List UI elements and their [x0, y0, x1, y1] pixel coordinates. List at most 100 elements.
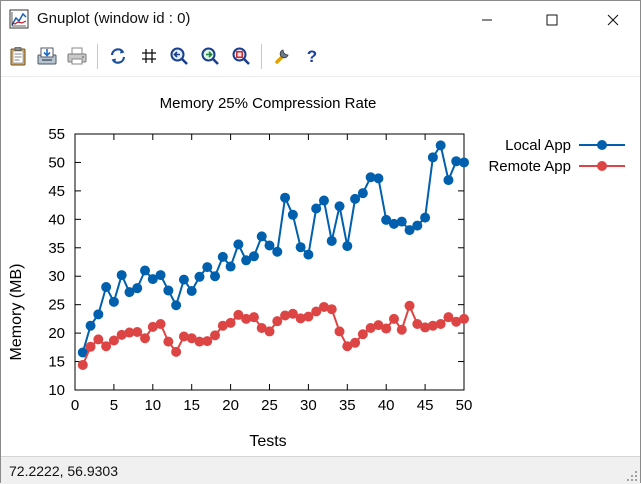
clipboard-icon: [10, 47, 26, 66]
remote-app-point: [396, 324, 407, 335]
local-app-point: [427, 152, 438, 163]
zoom-previous-button[interactable]: [166, 43, 192, 69]
remote-app-point: [85, 341, 96, 352]
remote-app-point: [241, 313, 252, 324]
y-tick-label: 20: [48, 325, 65, 342]
local-app-point: [326, 235, 337, 246]
x-tick-label: 35: [339, 397, 356, 414]
minimize-icon: [482, 19, 492, 20]
local-app-point: [404, 225, 415, 236]
svg-text:?: ?: [307, 47, 317, 66]
local-app-point: [459, 157, 469, 168]
remote-app-point: [295, 313, 306, 324]
legend-marker-remote-app: [597, 161, 607, 171]
remote-app-point: [101, 341, 112, 352]
remote-app-point: [318, 301, 329, 312]
plot-border: [74, 133, 465, 391]
local-app-point: [280, 192, 291, 203]
close-icon: [607, 14, 619, 25]
replot-button[interactable]: [105, 43, 131, 69]
y-axis-label: Memory (MB): [8, 264, 25, 361]
minimize-button[interactable]: [464, 1, 510, 38]
remote-app-point: [287, 308, 298, 319]
remote-app-point: [459, 313, 469, 324]
remote-app-point: [93, 334, 104, 345]
remote-app-point: [116, 329, 127, 340]
local-app-point: [287, 209, 298, 220]
remote-app-point: [365, 322, 376, 333]
local-app-point: [202, 262, 213, 273]
remote-app-point: [311, 306, 322, 317]
local-app-point: [124, 287, 135, 298]
y-tick-label: 55: [48, 126, 65, 143]
printer-icon: [67, 47, 87, 65]
remote-app-point: [342, 341, 353, 352]
local-app-point: [443, 175, 454, 186]
x-tick-label: 30: [300, 397, 317, 414]
help-button[interactable]: ?: [299, 43, 325, 69]
local-app-point: [108, 296, 119, 307]
print-save-button[interactable]: [34, 43, 60, 69]
remote-app-point: [435, 319, 446, 330]
local-app-point: [264, 240, 275, 251]
x-tick-label: 5: [110, 397, 118, 414]
grid-button[interactable]: [136, 43, 162, 69]
remote-app-point: [155, 319, 166, 330]
chart[interactable]: Memory 25% Compression Rate Tests Memory…: [1, 77, 640, 456]
close-button[interactable]: [590, 1, 636, 38]
local-app-point: [101, 282, 112, 293]
y-tick-label: 15: [48, 354, 65, 371]
remote-app-point: [194, 336, 205, 347]
remote-app-point: [404, 300, 415, 311]
local-app-point: [435, 140, 446, 151]
local-app-point: [77, 347, 88, 358]
autoscale-button[interactable]: [228, 43, 254, 69]
window-title: Gnuplot (window id : 0): [37, 10, 191, 27]
remote-app-point: [233, 309, 244, 320]
x-tick-label: 40: [378, 397, 395, 414]
local-app-point: [373, 173, 384, 184]
local-app-point: [194, 271, 205, 282]
remote-app-point: [350, 337, 361, 348]
print-button[interactable]: [64, 43, 90, 69]
remote-app-point: [225, 317, 236, 328]
zoom-next-button[interactable]: [197, 43, 223, 69]
local-app-point: [132, 283, 143, 294]
plot-area[interactable]: Memory 25% Compression Rate Tests Memory…: [1, 77, 640, 456]
remote-app-point: [412, 319, 423, 330]
local-app-point: [217, 251, 228, 262]
title-bar[interactable]: Gnuplot (window id : 0): [1, 1, 640, 38]
local-app-point: [155, 270, 166, 281]
remote-app-point: [373, 320, 384, 331]
remote-app-point: [186, 333, 197, 344]
zoom-next-icon: [201, 47, 219, 65]
local-app-point: [256, 231, 267, 242]
zoom-prev-icon: [170, 47, 188, 65]
remote-app-point: [272, 316, 283, 327]
remote-app-point: [443, 312, 454, 323]
local-app-point: [451, 156, 462, 167]
x-tick-label: 50: [456, 397, 473, 414]
local-app-point: [186, 286, 197, 297]
local-app-point: [396, 216, 407, 227]
resize-grip-icon[interactable]: [626, 470, 638, 482]
remote-app-point: [427, 320, 438, 331]
local-app-point: [171, 300, 182, 311]
local-app-point: [178, 274, 189, 285]
local-app-point: [311, 203, 322, 214]
remote-app-point: [163, 336, 174, 347]
gnuplot-app-icon: [9, 9, 29, 29]
options-button[interactable]: [269, 43, 295, 69]
remote-app-point: [381, 323, 392, 334]
remote-app-point: [451, 316, 462, 327]
remote-app-point: [303, 311, 314, 322]
maximize-icon: [546, 14, 558, 25]
clipboard-copy-button[interactable]: [5, 43, 31, 69]
remote-app-point: [210, 330, 221, 341]
local-app-point: [303, 249, 314, 260]
replot-icon: [110, 48, 126, 64]
maximize-button[interactable]: [529, 1, 575, 38]
x-tick-label: 15: [183, 397, 200, 414]
local-app-point: [116, 270, 127, 281]
local-app-point: [233, 239, 244, 250]
